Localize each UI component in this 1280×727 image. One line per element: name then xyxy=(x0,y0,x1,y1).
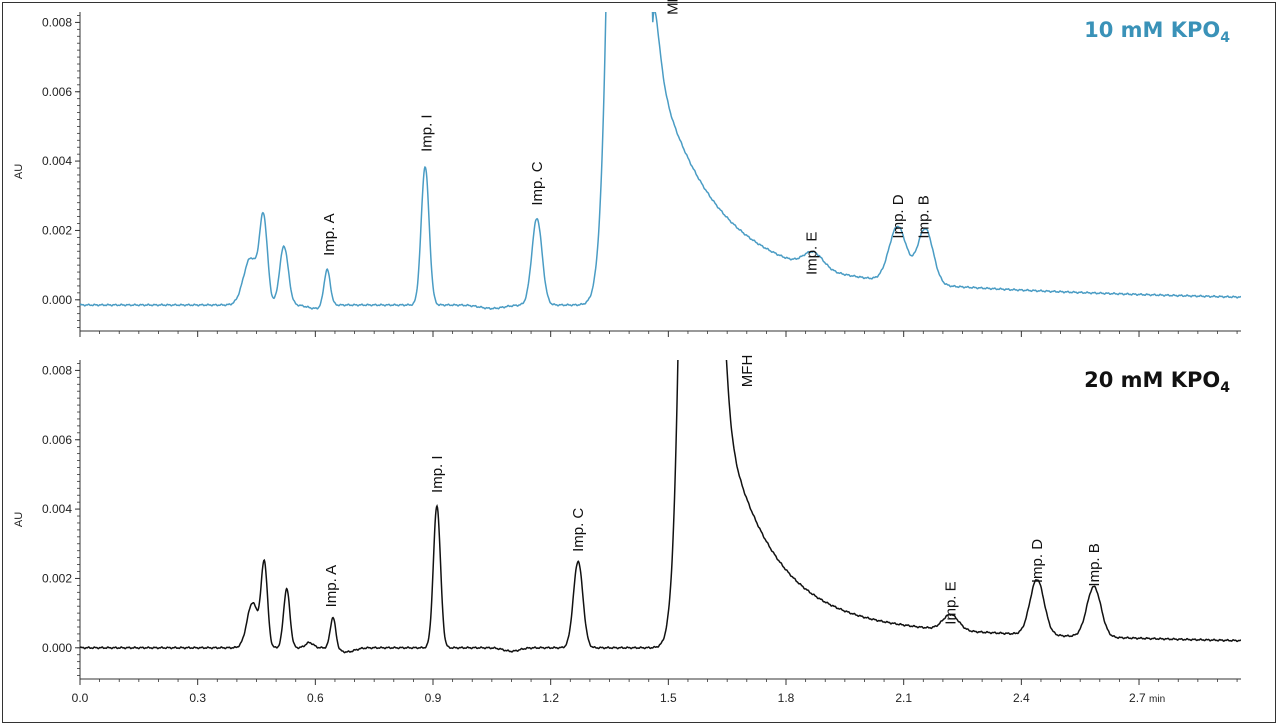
y-tick-label: 0.004 xyxy=(42,502,72,516)
x-tick-label: 0.6 xyxy=(307,691,324,705)
panel-title-text: 10 mM KPO xyxy=(1084,18,1220,42)
peak-label: Imp. D xyxy=(890,194,907,238)
peak-label: MFH xyxy=(739,355,756,388)
x-tick-label: 1.8 xyxy=(778,691,795,705)
peak-label: Imp. E xyxy=(943,581,960,624)
peak-label: Imp. I xyxy=(418,114,435,152)
y-tick-label: 0.004 xyxy=(42,154,72,168)
panel-title-subscript: 4 xyxy=(1220,30,1230,46)
y-axis-title: AU xyxy=(13,512,25,527)
y-tick-label: 0.002 xyxy=(42,223,72,237)
y-tick-label: 0.000 xyxy=(42,641,72,655)
peak-label: Imp. I xyxy=(429,455,446,493)
x-tick-label: 0.3 xyxy=(189,691,206,705)
x-tick-label: 2.1 xyxy=(895,691,912,705)
panel-1: 0.000 0.002 0.004 0.006 0.008 AU Imp. A Imp. I I… xyxy=(13,0,1241,337)
x-tick-label: 0.0 xyxy=(72,691,89,705)
y-tick-label: 0.008 xyxy=(42,15,72,29)
x-tick-label: 0.9 xyxy=(425,691,442,705)
y-tick-label: 0.006 xyxy=(42,85,72,99)
chromatogram-trace xyxy=(80,360,1241,654)
y-tick-label: 0.000 xyxy=(42,293,72,307)
y-axis-title: AU xyxy=(13,164,25,179)
panel-title: 20 mM KPO4 xyxy=(1084,368,1230,396)
panel-2: 0.000 0.002 0.004 0.006 0.008 AU 0.0 0.3 0.6 0.9 1… xyxy=(13,355,1241,705)
panel-title-text: 20 mM KPO xyxy=(1084,368,1220,392)
peak-label: Imp. A xyxy=(321,213,338,256)
peak-label: Imp. A xyxy=(323,565,340,608)
chromatogram-trace xyxy=(80,12,1241,311)
panel-title: 10 mM KPO4 xyxy=(1084,18,1230,46)
x-tick-label: 1.5 xyxy=(660,691,677,705)
x-tick-value: 2.7 xyxy=(1129,691,1149,705)
x-tick-label: 2.4 xyxy=(1013,691,1030,705)
x-tick-label: 1.2 xyxy=(542,691,559,705)
x-tick-unit: min xyxy=(1149,694,1165,705)
peak-label: MFH xyxy=(664,0,681,15)
peak-label: Imp. C xyxy=(529,161,546,205)
peak-label: Imp. E xyxy=(804,232,821,275)
peak-label: Imp. D xyxy=(1029,539,1046,583)
panel-title-subscript: 4 xyxy=(1220,380,1230,396)
y-tick-label: 0.002 xyxy=(42,571,72,585)
peak-label: Imp. C xyxy=(570,508,587,552)
peak-label: Imp. B xyxy=(1086,543,1103,586)
y-tick-label: 0.006 xyxy=(42,433,72,447)
peak-label: Imp. B xyxy=(915,195,932,238)
y-tick-label: 0.008 xyxy=(42,363,72,377)
x-tick-label: 2.7 min xyxy=(1129,691,1165,705)
